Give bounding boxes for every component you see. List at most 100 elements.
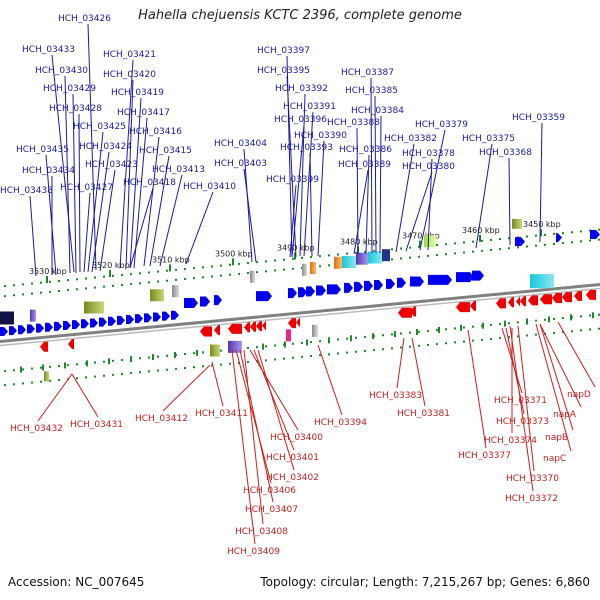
scale-dot-lower: [391, 333, 393, 336]
scale-dot-upper2: [49, 280, 51, 283]
scale-dot-upper2: [67, 279, 69, 282]
leader-line-forward: [291, 124, 305, 258]
scale-dot-upper: [211, 275, 213, 278]
scale-tick-lower: [570, 314, 572, 321]
scale-dot-upper2: [436, 244, 438, 247]
gene-label-reverse: HCH_03402: [266, 473, 319, 483]
scale-dot-lower: [355, 336, 357, 339]
scale-dot-lower: [112, 359, 114, 362]
leader-line-forward: [87, 131, 104, 273]
reverse-gene: [296, 317, 300, 328]
gene-label-forward: HCH_03396: [274, 115, 327, 125]
gene-label-forward: HCH_03375: [462, 134, 515, 144]
scale-dot-upper: [454, 252, 456, 255]
scale-dot-upper: [580, 240, 582, 243]
leader-line-forward: [317, 140, 325, 257]
scale-tick-lower: [130, 356, 132, 363]
leader-line-forward: [129, 97, 142, 269]
scale-dot-upper2: [220, 264, 222, 267]
leader-line-reverse: [557, 321, 596, 388]
scale-dot-lower2: [211, 364, 213, 367]
forward-gene: [153, 312, 161, 322]
scale-dot-lower: [67, 364, 69, 367]
gene-label-reverse: HCH_03401: [266, 453, 319, 463]
gene-label-forward: HCH_03428: [49, 104, 102, 114]
gene-label-forward: HCH_03397: [257, 46, 310, 56]
gene-label-forward: HCH_03430: [35, 66, 88, 76]
scale-dot-upper2: [193, 267, 195, 270]
scale-dot-lower2: [499, 337, 501, 340]
scale-dot-lower: [517, 321, 519, 324]
forward-gene: [36, 323, 44, 333]
scale-tick-lower: [416, 328, 418, 335]
scale-dot-upper: [157, 280, 159, 283]
scale-dot-upper: [229, 273, 231, 276]
scale-dot-lower: [166, 354, 168, 357]
reverse-gene: [456, 302, 470, 313]
scale-dot-lower: [310, 341, 312, 344]
leader-line-reverse: [235, 349, 272, 484]
leader-line-forward: [143, 136, 160, 267]
feature-box: [530, 274, 554, 289]
scale-dot-lower2: [49, 379, 51, 382]
forward-gene: [354, 281, 363, 292]
reverse-gene: [288, 318, 296, 329]
scale-dot-lower2: [247, 361, 249, 364]
reverse-gene: [520, 296, 526, 307]
scale-tick: [419, 240, 421, 248]
scale-dot-upper2: [148, 271, 150, 274]
scale-dot-lower2: [103, 374, 105, 377]
backbone-shadow: [0, 287, 600, 347]
scale-dot-lower: [499, 323, 501, 326]
scale-dot-upper: [481, 249, 483, 252]
forward-gene: [108, 316, 116, 326]
scale-dot-upper: [58, 289, 60, 292]
leader-line-forward: [149, 155, 170, 267]
scale-dot-lower2: [31, 381, 33, 384]
scale-dot-lower: [364, 335, 366, 338]
scale-dot-upper2: [31, 282, 33, 285]
leader-line-forward: [51, 54, 75, 273]
scale-dot-lower2: [391, 347, 393, 350]
scale-dot-lower: [463, 326, 465, 329]
scale-dot-upper: [463, 251, 465, 254]
forward-gene: [590, 229, 600, 239]
forward-gene: [27, 324, 35, 334]
gene-label-forward: HCH_03420: [103, 70, 156, 80]
scale-tick-lower: [438, 326, 440, 333]
forward-gene: [316, 285, 326, 296]
scale-dot-upper: [31, 292, 33, 295]
scale-dot-upper2: [472, 240, 474, 243]
scale-dot-upper2: [112, 274, 114, 277]
scale-dot-upper2: [238, 262, 240, 265]
scale-dot-upper2: [553, 232, 555, 235]
scale-dot-lower: [22, 368, 24, 371]
scale-dot-lower2: [490, 337, 492, 340]
scale-dot-lower2: [535, 333, 537, 336]
scale-dot-upper2: [373, 250, 375, 253]
gene-label-forward: HCH_03421: [103, 50, 156, 60]
gene-label-forward: HCH_03438: [0, 186, 53, 196]
leader-line-forward: [72, 93, 77, 274]
accession-text: Accession: NC_007645: [8, 575, 145, 589]
gene-label-reverse: HCH_03412: [135, 414, 188, 424]
scale-dot-upper2: [130, 273, 132, 276]
gene-label-forward: HCH_03418: [123, 178, 176, 188]
backbone-line: [0, 283, 600, 343]
scale-dot-upper2: [202, 266, 204, 269]
scale-tick-label: 3500 kbp: [215, 249, 253, 258]
scale-dot-lower2: [94, 375, 96, 378]
scale-dot-lower2: [481, 338, 483, 341]
scale-dot-lower2: [301, 355, 303, 358]
scale-dot-lower2: [463, 340, 465, 343]
leader-line-forward: [365, 154, 370, 255]
gene-label-reverse: HCH_03400: [270, 433, 323, 443]
forward-gene: [364, 280, 373, 291]
reverse-gene: [214, 325, 220, 336]
leader-line-reverse: [239, 349, 274, 503]
gene-label-forward: HCH_03399: [266, 175, 319, 185]
scale-dot-lower2: [409, 345, 411, 348]
scale-dot-upper2: [184, 268, 186, 271]
feature-box: [286, 329, 291, 342]
scale-dot-lower: [562, 317, 564, 320]
